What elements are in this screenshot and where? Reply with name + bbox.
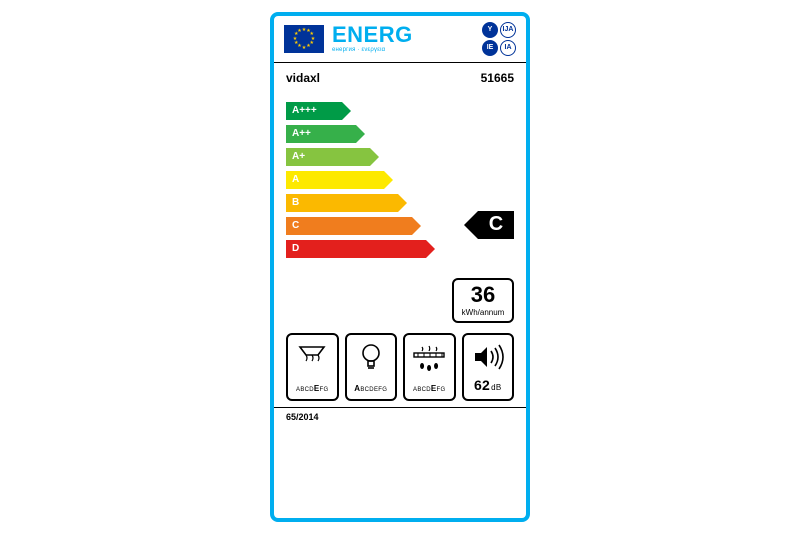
fume-extraction-box: ABCDEFG <box>286 333 339 401</box>
lighting-scale: ABCDEFG <box>354 384 387 393</box>
efficiency-rating-pointer: C <box>478 211 514 239</box>
brand-name: vidaxl <box>286 71 481 85</box>
header-title-block: ENERG енергия · ενεργεια <box>332 24 474 53</box>
sub-ratings-row: ABCDEFG ABCDEFG <box>274 333 526 407</box>
energy-word: ENERG <box>332 24 474 46</box>
noise-box: 62dB <box>462 333 515 401</box>
language-badge: IA <box>500 40 516 56</box>
efficiency-arrow: A+ <box>286 148 370 166</box>
fume-scale: ABCDEFG <box>296 384 328 393</box>
grease-filter-box: ABCDEFG <box>403 333 456 401</box>
regulation-number: 65/2014 <box>274 408 526 428</box>
language-badge: IE <box>482 40 498 56</box>
noise-icon <box>471 343 505 371</box>
efficiency-arrow: A+++ <box>286 102 342 120</box>
consumption-box: 36 kWh/annum <box>452 278 514 323</box>
language-badge: Y <box>482 22 498 38</box>
bulb-icon <box>359 342 383 372</box>
efficiency-scale: A+++A++A+ABCD C <box>274 91 526 266</box>
eu-flag-icon: ★★★★★★★★★★★★ <box>284 25 324 53</box>
efficiency-arrow: A <box>286 171 384 189</box>
lighting-box: ABCDEFG <box>345 333 398 401</box>
grease-scale: ABCDEFG <box>413 384 445 393</box>
efficiency-arrow: B <box>286 194 398 212</box>
energy-subtitle: енергия · ενεργεια <box>332 47 474 53</box>
efficiency-arrow: D <box>286 240 426 258</box>
model-number: 51665 <box>481 71 514 85</box>
language-badge: IJA <box>500 22 516 38</box>
language-badges: YIJAIEIA <box>482 22 516 56</box>
header: ★★★★★★★★★★★★ ENERG енергия · ενεργεια YI… <box>274 16 526 62</box>
efficiency-arrow: C <box>286 217 412 235</box>
grease-filter-icon <box>412 343 446 371</box>
efficiency-rating-value: C <box>478 211 514 239</box>
efficiency-arrow: A++ <box>286 125 356 143</box>
brand-row: vidaxl 51665 <box>274 63 526 91</box>
noise-value: 62dB <box>474 377 502 393</box>
hood-icon <box>294 343 330 371</box>
consumption-value: 36 <box>458 284 508 306</box>
consumption-unit: kWh/annum <box>458 308 508 317</box>
energy-label: ★★★★★★★★★★★★ ENERG енергия · ενεργεια YI… <box>270 12 530 522</box>
